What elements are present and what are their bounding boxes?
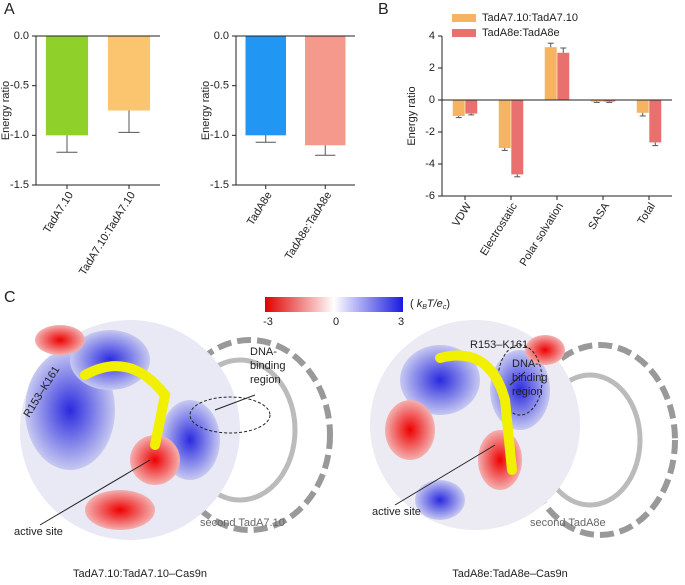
x-tick-label: Electrostatic (478, 200, 520, 258)
x-tick-label: VDW (450, 200, 474, 229)
loop-label: R153–K161 (470, 339, 528, 351)
y-tick-label: -1.0 (210, 129, 229, 141)
bar (107, 36, 151, 111)
bar (465, 100, 478, 114)
y-tick-label: 4 (429, 30, 435, 42)
y-tick-label: -0.5 (210, 80, 229, 92)
caption: TadA8e:TadA8e–Cas9n (452, 568, 568, 580)
legend-swatch (452, 14, 476, 22)
region-label: DNA- (512, 358, 539, 370)
bar (245, 36, 286, 136)
colorbar (265, 297, 403, 312)
bar (557, 52, 570, 100)
x-tick-label: TadA8e (245, 190, 275, 228)
y-tick-label: -1.5 (10, 179, 29, 191)
bar (649, 100, 662, 143)
bar (544, 47, 557, 100)
bar (603, 100, 616, 102)
panel-label: A (4, 1, 15, 18)
site-label: active site (372, 506, 421, 518)
region-label: binding (250, 360, 285, 372)
bar (305, 36, 346, 146)
unit: B (422, 304, 427, 311)
structure-right (370, 320, 678, 538)
y-tick-label: 0 (429, 94, 435, 106)
x-tick-label: SASA (586, 200, 612, 232)
y-tick-label: -2 (425, 126, 435, 138)
y-tick-label: -6 (425, 190, 435, 202)
second-label: second TadA7.10 (200, 517, 285, 529)
y-tick-label: 0.0 (14, 30, 29, 42)
y-tick-label: 2 (429, 62, 435, 74)
y-tick-label: -1.0 (10, 129, 29, 141)
bar (590, 100, 603, 102)
colorbar-label: 3 (398, 316, 404, 328)
colorbar-label: -3 (263, 316, 273, 328)
y-tick-label: -4 (425, 158, 435, 170)
legend-label: TadA8e:TadA8e (482, 27, 560, 39)
x-tick-label: TadA8e:TadA8e (283, 190, 334, 262)
colorbar-label: 0 (333, 316, 339, 328)
site-label: active site (14, 526, 63, 538)
unit: k (417, 298, 423, 310)
y-axis-title: Energy ratio (0, 81, 12, 140)
bar (452, 100, 465, 116)
region-label: region (250, 374, 281, 386)
bar (511, 100, 524, 175)
y-axis-title: Energy ratio (200, 81, 212, 140)
region-label: binding (512, 372, 547, 384)
unit: ) (446, 298, 450, 310)
legend-swatch (452, 29, 476, 37)
caption: TadA7.10:TadA7.10–Cas9n (73, 568, 207, 580)
x-tick-label: TadA7.10 (41, 190, 76, 236)
region-label: region (512, 386, 543, 398)
y-axis-title: Energy ratio (406, 86, 418, 145)
bar (636, 100, 649, 113)
structure-left (20, 320, 333, 540)
unit: ( (410, 298, 414, 310)
y-tick-label: -1.5 (210, 179, 229, 191)
y-tick-label: 0.0 (214, 30, 229, 42)
unit: c (443, 304, 447, 311)
colorbar-unit: ( kBT/ec) (410, 298, 450, 311)
x-tick-label: Polar solvation (518, 201, 566, 269)
region-label: DNA- (250, 346, 277, 358)
x-tick-label: Total (636, 201, 658, 227)
panel-label: C (4, 289, 16, 306)
bar (45, 36, 89, 136)
bar (498, 100, 511, 148)
x-tick-label: TadA7.10:TadA7.10 (77, 190, 138, 278)
legend-label: TadA7.10:TadA7.10 (482, 12, 578, 24)
unit: T/e (427, 298, 443, 310)
second-label: second TadA8e (530, 517, 606, 529)
y-tick-label: -0.5 (10, 80, 29, 92)
panel-label: B (378, 1, 389, 18)
